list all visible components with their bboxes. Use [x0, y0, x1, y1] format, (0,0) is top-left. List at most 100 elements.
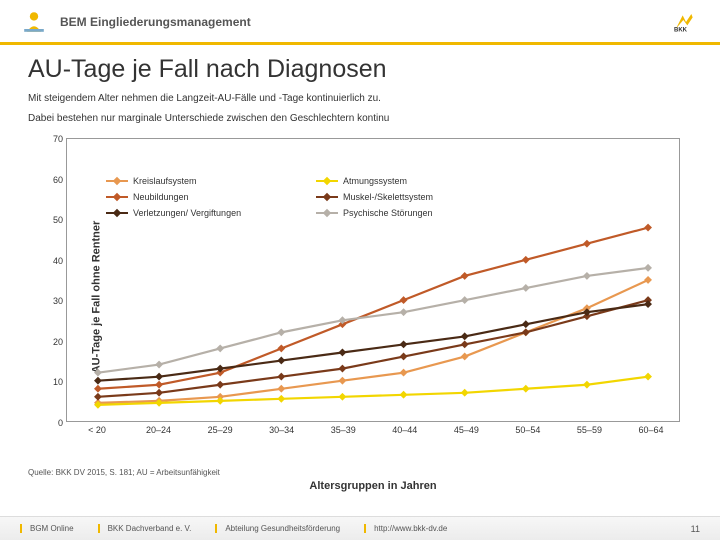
series-marker — [339, 377, 347, 385]
series-marker — [94, 377, 102, 385]
y-tick: 50 — [53, 215, 63, 225]
source-note: Quelle: BKK DV 2015, S. 181; AU = Arbeit… — [0, 462, 720, 477]
series-marker — [461, 340, 469, 348]
y-tick: 30 — [53, 296, 63, 306]
legend-swatch — [316, 212, 338, 215]
legend-item: Verletzungen/ Vergiftungen — [106, 208, 286, 218]
legend-swatch — [106, 180, 128, 183]
x-tick: 45–49 — [454, 425, 479, 435]
legend-label: Atmungssystem — [343, 176, 407, 186]
series-marker — [522, 256, 530, 264]
series-marker — [94, 369, 102, 377]
y-tick: 40 — [53, 256, 63, 266]
series-marker — [277, 395, 285, 403]
series-line — [98, 228, 648, 389]
series-marker — [461, 353, 469, 361]
legend: Kreislaufsystem Atmungssystem Neubildungen… — [106, 176, 496, 218]
page-number: 11 — [691, 524, 700, 534]
series-marker — [277, 373, 285, 381]
x-tick: 30–34 — [269, 425, 294, 435]
series-marker — [216, 381, 224, 389]
x-tick: 55–59 — [577, 425, 602, 435]
footer-seg-2: BKK Dachverband e. V. — [98, 524, 192, 533]
series-marker — [277, 385, 285, 393]
series-marker — [94, 393, 102, 401]
series-marker — [644, 264, 652, 272]
series-marker — [277, 328, 285, 336]
series-marker — [155, 373, 163, 381]
series-marker — [583, 272, 591, 280]
legend-item: Muskel-/Skelettsystem — [316, 192, 496, 202]
series-marker — [461, 272, 469, 280]
footer-seg-3: Abteilung Gesundheitsförderung — [215, 524, 340, 533]
series-marker — [461, 296, 469, 304]
page-title: AU-Tage je Fall nach Diagnosen — [28, 55, 692, 84]
series-marker — [644, 373, 652, 381]
series-marker — [644, 276, 652, 284]
legend-label: Psychische Störungen — [343, 208, 433, 218]
legend-swatch — [106, 212, 128, 215]
legend-label: Kreislaufsystem — [133, 176, 197, 186]
x-tick: 35–39 — [331, 425, 356, 435]
legend-label: Verletzungen/ Vergiftungen — [133, 208, 241, 218]
y-tick: 20 — [53, 337, 63, 347]
bkk-logo-icon: BKK — [672, 12, 700, 32]
series-marker — [522, 284, 530, 292]
footer: BGM Online BKK Dachverband e. V. Abteilu… — [0, 516, 720, 540]
y-tick: 10 — [53, 377, 63, 387]
footer-seg-1: BGM Online — [20, 524, 74, 533]
series-line — [98, 280, 648, 403]
series-marker — [339, 365, 347, 373]
series-marker — [155, 361, 163, 369]
series-marker — [400, 369, 408, 377]
series-line — [98, 268, 648, 373]
series-marker — [155, 389, 163, 397]
series-marker — [94, 385, 102, 393]
series-marker — [400, 340, 408, 348]
series-marker — [400, 296, 408, 304]
y-tick: 60 — [53, 175, 63, 185]
series-marker — [522, 320, 530, 328]
series-marker — [400, 391, 408, 399]
legend-item: Atmungssystem — [316, 176, 496, 186]
series-marker — [461, 332, 469, 340]
series-marker — [400, 353, 408, 361]
chart: AU-Tage je Fall ohne Rentner 01020304050… — [28, 132, 688, 462]
series-marker — [339, 393, 347, 401]
x-tick: 40–44 — [392, 425, 417, 435]
y-tick: 0 — [58, 418, 63, 428]
series-marker — [522, 328, 530, 336]
series-marker — [461, 389, 469, 397]
series-marker — [277, 357, 285, 365]
legend-swatch — [316, 180, 338, 183]
series-marker — [644, 224, 652, 232]
legend-label: Neubildungen — [133, 192, 189, 202]
footer-seg-4: http://www.bkk-dv.de — [364, 524, 447, 533]
legend-item: Psychische Störungen — [316, 208, 496, 218]
series-marker — [400, 308, 408, 316]
svg-text:BKK: BKK — [674, 27, 688, 32]
legend-swatch — [316, 196, 338, 199]
series-marker — [583, 240, 591, 248]
subtitle-1: Mit steigendem Alter nehmen die Langzeit… — [28, 92, 692, 106]
series-marker — [216, 344, 224, 352]
series-marker — [339, 349, 347, 357]
x-tick: 60–64 — [638, 425, 663, 435]
legend-swatch — [106, 196, 128, 199]
series-marker — [277, 344, 285, 352]
x-tick: < 20 — [88, 425, 106, 435]
header: BEM Eingliederungsmanagement BKK — [0, 0, 720, 45]
y-tick: 70 — [53, 134, 63, 144]
legend-item: Kreislaufsystem — [106, 176, 286, 186]
header-title: BEM Eingliederungsmanagement — [60, 15, 672, 29]
x-tick: 25–29 — [208, 425, 233, 435]
series-marker — [522, 385, 530, 393]
content: AU-Tage je Fall nach Diagnosen Mit steig… — [0, 45, 720, 462]
legend-item: Neubildungen — [106, 192, 286, 202]
x-tick: 50–54 — [515, 425, 540, 435]
x-axis-label: Altersgruppen in Jahren — [309, 480, 436, 492]
series-marker — [583, 381, 591, 389]
legend-label: Muskel-/Skelettsystem — [343, 192, 433, 202]
bgm-logo-icon — [20, 8, 48, 36]
subtitle-2: Dabei bestehen nur marginale Unterschied… — [28, 112, 692, 126]
